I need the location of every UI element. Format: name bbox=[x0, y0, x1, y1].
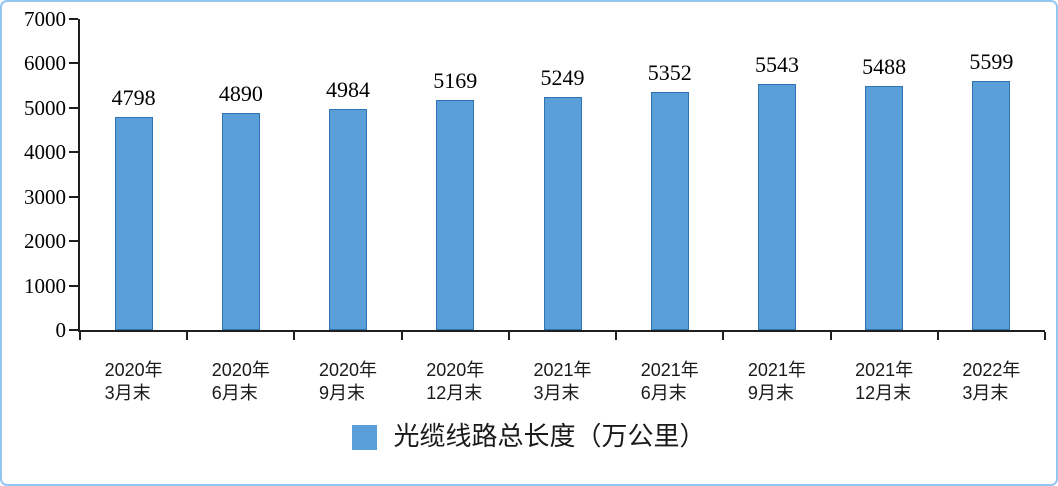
y-tick-label: 7000 bbox=[24, 7, 66, 31]
x-tick-label-text: 2021年 12月末 bbox=[855, 360, 914, 403]
bar-value-label: 5543 bbox=[754, 51, 799, 77]
x-tick-label-text: 2021年 9月末 bbox=[747, 360, 806, 403]
x-axis-tick bbox=[507, 332, 510, 340]
y-tick-label: 2000 bbox=[24, 229, 66, 254]
x-tick-label-text: 2020年 6月末 bbox=[211, 360, 270, 403]
y-axis-tick bbox=[69, 106, 78, 109]
y-axis-tick bbox=[69, 329, 78, 331]
x-tick-label: 2021年 9月末 bbox=[719, 359, 835, 405]
y-axis-tick bbox=[69, 284, 78, 287]
y-tick-label: 6000 bbox=[24, 51, 66, 76]
bar-value-label: 4798 bbox=[111, 84, 156, 110]
plot-area: 0 1000 2000 3000 4000 5000 6000 7000 4798 2020年 3月… bbox=[24, 7, 1046, 403]
x-axis-tick bbox=[79, 332, 81, 340]
x-tick-label: 2021年 3月末 bbox=[505, 359, 621, 405]
x-tick-label-text: 2021年 3月末 bbox=[533, 360, 592, 403]
y-tick-label: 5000 bbox=[24, 95, 66, 120]
y-axis-tick bbox=[69, 195, 78, 198]
x-axis-tick bbox=[936, 332, 939, 340]
legend-swatch-icon bbox=[352, 424, 378, 450]
bar-value-label: 5599 bbox=[969, 49, 1014, 75]
y-axis-tick bbox=[69, 18, 78, 20]
bar-value-label: 5169 bbox=[433, 68, 478, 94]
y-axis-tick bbox=[69, 240, 78, 243]
bar bbox=[757, 83, 796, 330]
x-axis-tick bbox=[615, 332, 618, 340]
bar-value-label: 4890 bbox=[218, 80, 263, 106]
y-tick-label: 4000 bbox=[24, 140, 66, 165]
x-axis-tick bbox=[722, 332, 725, 340]
x-axis-tick bbox=[293, 332, 296, 340]
x-axis-tick bbox=[400, 332, 403, 340]
x-tick-label-text: 2020年 12月末 bbox=[426, 360, 485, 403]
bar bbox=[865, 86, 904, 330]
bar bbox=[650, 92, 689, 330]
y-tick-label: 3000 bbox=[24, 184, 66, 209]
x-axis-tick bbox=[1044, 332, 1046, 340]
bar-value-label: 5488 bbox=[862, 54, 907, 80]
bar bbox=[114, 116, 153, 330]
bar bbox=[436, 100, 475, 330]
bar-value-label: 4984 bbox=[326, 76, 371, 102]
x-axis-tick bbox=[829, 332, 832, 340]
bar-value-label: 5249 bbox=[540, 64, 585, 90]
legend-label: 光缆线路总长度（万公里） bbox=[393, 422, 706, 451]
bar-value-label: 5352 bbox=[647, 60, 692, 86]
y-tick-label: 0 bbox=[55, 318, 67, 342]
x-tick-label: 2022年 3月末 bbox=[933, 359, 1049, 405]
bar bbox=[221, 112, 260, 330]
bar bbox=[543, 96, 582, 330]
x-tick-label: 2020年 6月末 bbox=[183, 359, 299, 405]
x-tick-label: 2021年 6月末 bbox=[612, 359, 728, 405]
x-axis-tick bbox=[186, 332, 189, 340]
bar bbox=[329, 108, 368, 330]
x-tick-label: 2020年 3月末 bbox=[76, 359, 192, 405]
x-tick-label: 2021年 12月末 bbox=[826, 359, 942, 405]
x-tick-label-text: 2021年 6月末 bbox=[640, 360, 699, 403]
y-axis-tick bbox=[69, 62, 78, 65]
y-tick-label: 1000 bbox=[24, 273, 66, 298]
y-axis-tick bbox=[69, 151, 78, 154]
bar bbox=[972, 81, 1011, 330]
x-tick-label: 2020年 12月末 bbox=[397, 359, 513, 405]
x-tick-label: 2020年 9月末 bbox=[290, 359, 406, 405]
legend: 光缆线路总长度（万公里） bbox=[2, 421, 1056, 453]
x-tick-label-text: 2020年 3月末 bbox=[104, 360, 163, 403]
x-tick-label-text: 2022年 3月末 bbox=[962, 360, 1021, 403]
x-tick-label-text: 2020年 9月末 bbox=[319, 360, 378, 403]
